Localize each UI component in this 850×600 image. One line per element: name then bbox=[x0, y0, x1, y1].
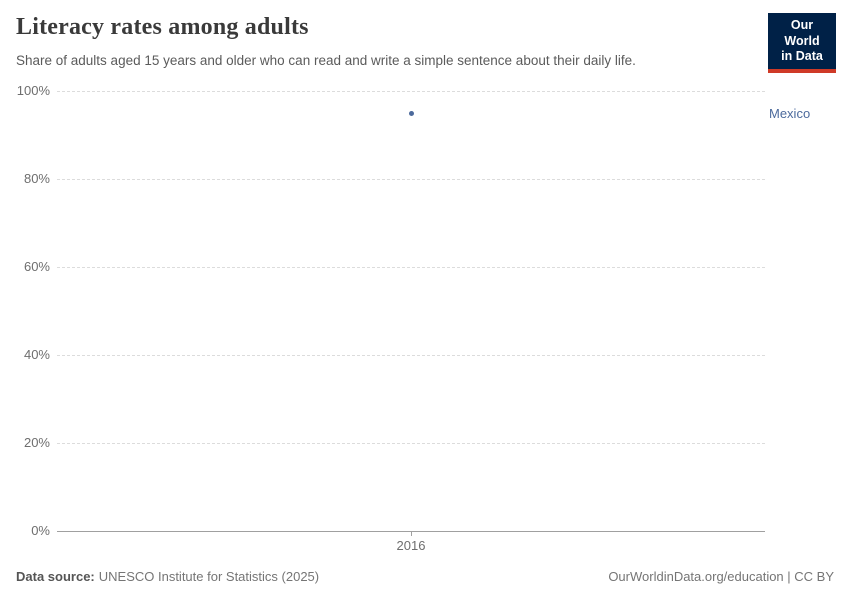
y-gridline bbox=[57, 91, 765, 92]
page-title: Literacy rates among adults bbox=[16, 14, 309, 40]
data-source-text: UNESCO Institute for Statistics (2025) bbox=[98, 569, 320, 584]
owid-logo[interactable]: Our World in Data bbox=[768, 13, 836, 73]
data-point-mexico[interactable] bbox=[408, 111, 414, 117]
y-axis-tick-label: 80% bbox=[23, 171, 50, 186]
y-gridline bbox=[57, 443, 765, 444]
y-axis-tick-label: 60% bbox=[23, 259, 50, 274]
y-axis-tick-label: 100% bbox=[16, 83, 50, 98]
y-axis-tick-label: 20% bbox=[23, 435, 50, 450]
y-gridline bbox=[57, 179, 765, 180]
owid-logo-line2: in Data bbox=[781, 49, 823, 64]
chart-footer: Data source: UNESCO Institute for Statist… bbox=[16, 569, 834, 584]
y-axis-tick-label: 40% bbox=[23, 347, 50, 362]
y-gridline bbox=[57, 267, 765, 268]
y-axis-tick-label: 0% bbox=[31, 523, 50, 538]
data-source-note: Data source: UNESCO Institute for Statist… bbox=[16, 569, 319, 584]
owid-logo-text: Our World in Data bbox=[768, 13, 836, 69]
owid-logo-line1: Our World bbox=[784, 18, 820, 48]
owid-logo-stripe bbox=[768, 68, 836, 73]
owid-link[interactable]: OurWorldinData.org/education | CC BY bbox=[608, 569, 834, 584]
entity-label-mexico[interactable]: Mexico bbox=[769, 105, 811, 121]
x-axis-tick-mark bbox=[411, 531, 412, 536]
x-axis-tick-label: 2016 bbox=[396, 538, 426, 553]
chart-subtitle: Share of adults aged 15 years and older … bbox=[16, 53, 636, 68]
data-source-label: Data source: bbox=[16, 569, 95, 584]
y-gridline bbox=[57, 355, 765, 356]
